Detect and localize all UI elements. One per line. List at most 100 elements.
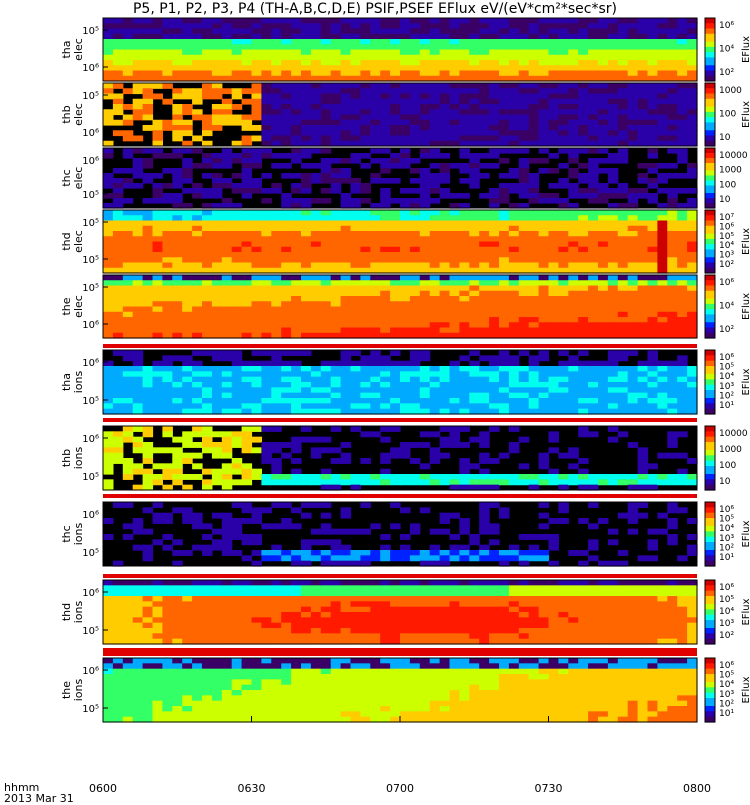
heatmap-cell xyxy=(638,88,649,94)
heatmap-cell xyxy=(301,115,312,121)
heatmap-cell xyxy=(687,550,698,556)
heatmap-cell xyxy=(638,23,649,29)
heatmap-cell xyxy=(182,158,193,164)
heatmap-cell xyxy=(509,210,520,216)
heatmap-cell xyxy=(469,173,480,179)
heatmap-cell xyxy=(420,120,431,126)
heatmap-cell xyxy=(539,453,550,459)
heatmap-cell xyxy=(113,387,124,393)
heatmap-cell xyxy=(291,322,302,328)
heatmap-cell xyxy=(648,221,659,227)
heatmap-cell xyxy=(519,226,530,232)
heatmap-cell xyxy=(459,60,470,66)
heatmap-cell xyxy=(400,474,411,480)
heatmap-cell xyxy=(400,361,411,367)
heatmap-cell xyxy=(222,71,233,77)
heatmap-cell xyxy=(252,426,263,432)
heatmap-cell xyxy=(628,312,639,318)
heatmap-cell xyxy=(242,382,253,388)
heatmap-cell xyxy=(529,479,540,485)
heatmap-cell xyxy=(539,291,550,297)
heatmap-cell xyxy=(103,580,114,586)
heatmap-cell xyxy=(182,585,193,591)
heatmap-cell xyxy=(657,163,668,169)
heatmap-cell xyxy=(301,50,312,56)
heatmap-cell xyxy=(677,148,688,154)
heatmap-cell xyxy=(469,539,480,545)
heatmap-cell xyxy=(351,125,362,131)
heatmap-cell xyxy=(420,242,431,248)
heatmap-cell xyxy=(133,109,144,115)
heatmap-cell xyxy=(242,88,253,94)
heatmap-cell xyxy=(578,377,589,383)
heatmap-cell xyxy=(123,291,134,297)
heatmap-cell xyxy=(469,398,480,404)
heatmap-cell xyxy=(499,398,510,404)
heatmap-cell xyxy=(667,296,678,302)
heatmap-cell xyxy=(578,136,589,142)
heatmap-cell xyxy=(450,109,461,115)
heatmap-cell xyxy=(450,44,461,50)
heatmap-cell xyxy=(519,550,530,556)
heatmap-cell xyxy=(578,88,589,94)
heatmap-cell xyxy=(242,183,253,189)
heatmap-cell xyxy=(657,398,668,404)
heatmap-cell xyxy=(291,94,302,100)
heatmap-cell xyxy=(271,50,282,56)
heatmap-cell xyxy=(519,242,530,248)
heatmap-cell xyxy=(489,120,500,126)
y-axis-label: elec xyxy=(72,295,85,318)
heatmap-cell xyxy=(509,280,520,286)
heatmap-cell xyxy=(549,387,560,393)
heatmap-cell xyxy=(648,193,659,199)
heatmap-cell xyxy=(410,382,421,388)
heatmap-cell xyxy=(162,252,173,258)
heatmap-cell xyxy=(440,286,451,292)
heatmap-cell xyxy=(133,252,144,258)
colorbar-label: EFlux xyxy=(741,520,750,547)
heatmap-cell xyxy=(311,71,322,77)
heatmap-cell xyxy=(440,377,451,383)
heatmap-cell xyxy=(657,312,668,318)
heatmap-cell xyxy=(479,71,490,77)
heatmap-cell xyxy=(430,83,441,89)
heatmap-cell xyxy=(252,601,263,607)
heatmap-cell xyxy=(450,275,461,281)
heatmap-cell xyxy=(192,71,203,77)
heatmap-cell xyxy=(232,361,243,367)
heatmap-cell xyxy=(291,280,302,286)
heatmap-cell xyxy=(380,226,391,232)
heatmap-cell xyxy=(459,403,470,409)
heatmap-cell xyxy=(291,148,302,154)
heatmap-cell xyxy=(667,361,678,367)
heatmap-cell xyxy=(162,44,173,50)
heatmap-cell xyxy=(370,361,381,367)
heatmap-cell xyxy=(301,437,312,443)
heatmap-cell xyxy=(489,403,500,409)
heatmap-cell xyxy=(588,163,599,169)
heatmap-cell xyxy=(677,18,688,24)
heatmap-cell xyxy=(598,130,609,136)
heatmap-cell xyxy=(222,377,233,383)
heatmap-cell xyxy=(351,366,362,372)
heatmap-cell xyxy=(469,18,480,24)
heatmap-cell xyxy=(430,236,441,242)
heatmap-cell xyxy=(677,247,688,253)
heatmap-cell xyxy=(489,252,500,258)
heatmap-cell xyxy=(648,403,659,409)
heatmap-cell xyxy=(529,178,540,184)
heatmap-cell xyxy=(252,317,263,323)
heatmap-cell xyxy=(341,312,352,318)
heatmap-cell xyxy=(242,479,253,485)
heatmap-cell xyxy=(281,236,292,242)
heatmap-cell xyxy=(489,44,500,50)
heatmap-cell xyxy=(331,88,342,94)
heatmap-cell xyxy=(420,328,431,334)
heatmap-cell xyxy=(153,83,164,89)
heatmap-cell xyxy=(469,44,480,50)
heatmap-cell xyxy=(321,257,332,263)
heatmap-cell xyxy=(677,312,688,318)
heatmap-cell xyxy=(281,523,292,529)
heatmap-cell xyxy=(459,291,470,297)
heatmap-cell xyxy=(311,94,322,100)
